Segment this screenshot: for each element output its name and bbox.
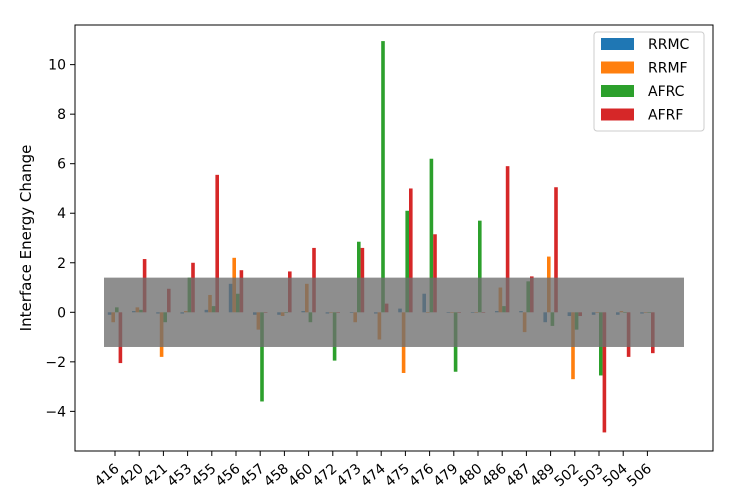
y-tick-label: 8: [57, 107, 66, 123]
y-tick-label: −4: [45, 404, 66, 420]
bar-afrc-476: [429, 158, 434, 313]
y-tick-label: 10: [48, 58, 66, 74]
significance-band: [104, 277, 684, 347]
bar-afrc-457: [260, 312, 264, 402]
y-tick-label: −2: [45, 355, 66, 371]
bar-afrf-475: [409, 188, 413, 313]
legend-label-afrc: AFRC: [648, 84, 685, 100]
legend: RRMC RRMF AFRC AFRF: [593, 31, 705, 132]
plot-frame: [74, 24, 714, 452]
bar-afrf-455: [215, 174, 219, 313]
y-tick-label: 2: [57, 256, 66, 272]
legend-label-rrmf: RRMF: [648, 61, 688, 77]
legend-label-rrmc: RRMC: [648, 37, 690, 53]
legend-swatch-rrmc: [601, 38, 634, 50]
y-tick-label: 0: [57, 305, 66, 321]
bar-afrf-486: [505, 166, 510, 313]
bar-afrc-475: [405, 210, 409, 313]
bar-afrc-480: [478, 220, 482, 313]
legend-label-afrf: AFRF: [648, 108, 683, 124]
bar-afrf-476: [433, 234, 437, 313]
bar-afrc-474: [381, 41, 385, 313]
bars-layer: [104, 41, 684, 433]
legend-swatch-rrmf: [601, 61, 634, 74]
bar-afrc-473: [357, 241, 361, 313]
legend-box: [593, 31, 705, 132]
bar-afrf-503: [602, 312, 607, 433]
legend-swatch-afrf: [601, 108, 634, 121]
legend-swatch-afrc: [601, 85, 634, 97]
y-tick-label: 4: [57, 206, 66, 222]
y-tick-label: 6: [57, 157, 66, 173]
y-axis-label: Interface Energy Change: [17, 145, 35, 332]
bar-afrf-489: [554, 187, 558, 313]
